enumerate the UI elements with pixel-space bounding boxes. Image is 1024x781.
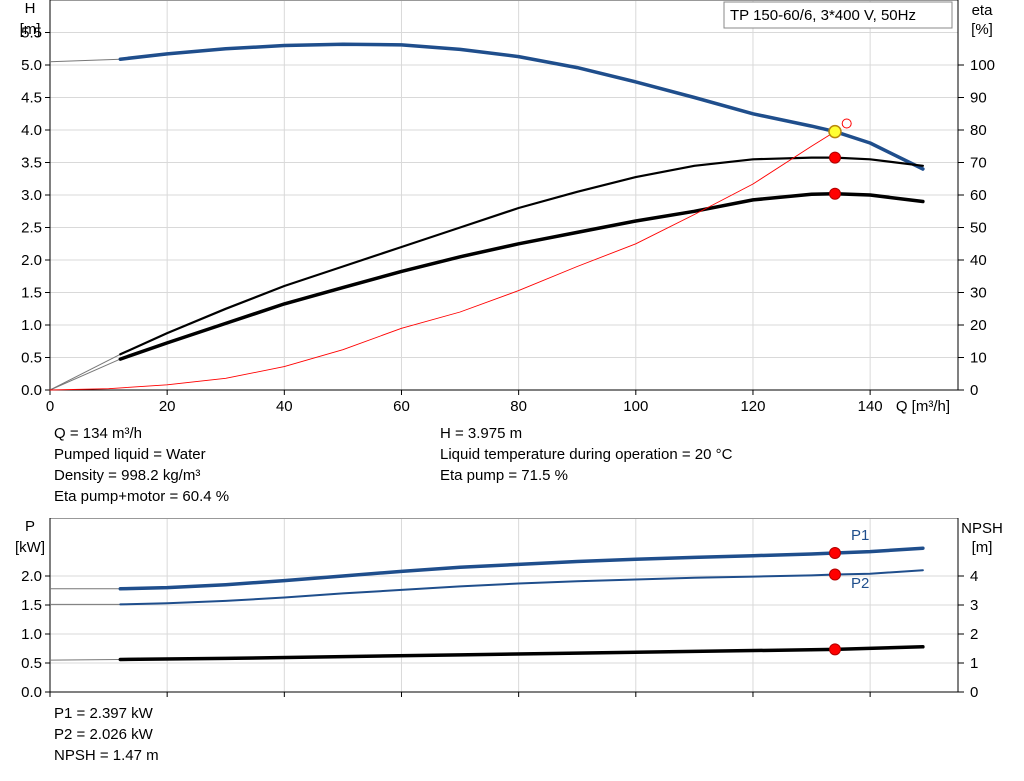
H-curve [118, 42, 925, 171]
info-right-block: H = 3.975 m Liquid temperature during op… [440, 423, 732, 486]
NPSH-curve-extension [49, 659, 121, 661]
x-axis-label: Q [m³/h] [896, 398, 950, 415]
y2-tick-label: 10 [970, 350, 987, 367]
operating-point-marker [828, 546, 841, 559]
x-tick-label: 40 [276, 398, 293, 415]
y-tick-label: 0.5 [21, 350, 42, 367]
operating-point-marker [828, 187, 841, 200]
eta-total-readout: Eta pump+motor = 60.4 % [54, 488, 230, 505]
y2-tick-label: 40 [970, 252, 987, 269]
y2-tick-label: 90 [970, 90, 987, 107]
y-tick-label: 2.5 [21, 220, 42, 237]
y2-tick-label: 0 [970, 684, 978, 701]
eta_pump-curve [119, 156, 924, 356]
y-tick-label: 1.5 [21, 285, 42, 302]
y-tick-label: 0.0 [21, 382, 42, 399]
x-tick-label: 140 [858, 398, 883, 415]
x-tick-label: 60 [393, 398, 410, 415]
y-tick-label: 1.0 [21, 626, 42, 643]
y2-axis-unit: [%] [971, 21, 993, 38]
operating-point-marker [828, 151, 841, 164]
info-left-block: Q = 134 m³/h Pumped liquid = Water Densi… [54, 423, 229, 507]
x-tick-label: 100 [623, 398, 648, 415]
y2-tick-label: 4 [970, 568, 978, 585]
eta_total-curve [118, 191, 925, 361]
y2-tick-label: 3 [970, 597, 978, 614]
info-power-block: P1 = 2.397 kW P2 = 2.026 kW NPSH = 1.47 … [54, 703, 159, 766]
chart-title: TP 150-60/6, 3*400 V, 50Hz [730, 7, 916, 24]
y2-tick-label: 100 [970, 57, 995, 74]
NPSH-curve [118, 645, 925, 662]
eta_pump-curve-extension [49, 353, 121, 391]
p1-curve-label: P1 [851, 527, 869, 544]
pumped-liquid-readout: Pumped liquid = Water [54, 446, 206, 463]
y2-tick-label: 80 [970, 122, 987, 139]
eta_total-curve-extension [49, 358, 121, 391]
y2-tick-label: 60 [970, 187, 987, 204]
y2-tick-label: 30 [970, 285, 987, 302]
y2-tick-label: 1 [970, 655, 978, 672]
y-tick-label: 1.5 [21, 597, 42, 614]
y2-axis-label: NPSH [961, 520, 1003, 537]
p2-curve-label: P2 [851, 575, 869, 592]
x-tick-label: 20 [159, 398, 176, 415]
y2-tick-label: 50 [970, 220, 987, 237]
density-readout: Density = 998.2 kg/m³ [54, 467, 201, 484]
y-tick-label: 2.0 [21, 568, 42, 585]
P2-curve [119, 569, 924, 606]
eta-pump-readout: Eta pump = 71.5 % [440, 467, 568, 484]
y-tick-label: 4.5 [21, 90, 42, 107]
y-tick-label: 0.5 [21, 655, 42, 672]
y2-tick-label: 2 [970, 626, 978, 643]
duty-point-marker [828, 124, 842, 139]
y-tick-label: 2.0 [21, 252, 42, 269]
flow-readout: Q = 134 m³/h [54, 425, 142, 442]
y-axis-unit: [kW] [15, 539, 45, 556]
x-tick-label: 80 [510, 398, 527, 415]
chart-title-box: TP 150-60/6, 3*400 V, 50Hz [723, 1, 953, 29]
y-tick-label: 3.5 [21, 155, 42, 172]
y-tick-label: 0.0 [21, 684, 42, 701]
head-readout: H = 3.975 m [440, 425, 523, 442]
y2-tick-label: 0 [970, 382, 978, 399]
y2-tick-label: 20 [970, 317, 987, 334]
y-tick-label: 4.0 [21, 122, 42, 139]
system-curve [49, 131, 836, 391]
p1-readout: P1 = 2.397 kW [54, 705, 153, 722]
operating-point-marker [828, 643, 841, 656]
y2-tick-label: 70 [970, 155, 987, 172]
y-axis-label: H [25, 0, 36, 17]
y-axis-unit: [m] [20, 21, 41, 38]
y-tick-label: 3.0 [21, 187, 42, 204]
y2-axis-unit: [m] [972, 539, 993, 556]
p2-readout: P2 = 2.026 kW [54, 726, 153, 743]
y-tick-label: 5.0 [21, 57, 42, 74]
x-tick-label: 120 [740, 398, 765, 415]
temperature-readout: Liquid temperature during operation = 20… [440, 446, 733, 463]
hollow-point-marker [841, 118, 852, 129]
y-tick-label: 1.0 [21, 317, 42, 334]
y-axis-label: P [25, 518, 35, 535]
x-tick-label: 0 [46, 398, 54, 415]
y2-axis-label: eta [972, 2, 994, 19]
head-efficiency-plot: 0 20 40 60 80 100 120 140 Q [m³/h]0.00.51.01.52.… [20, 0, 995, 415]
P1-curve [118, 546, 925, 591]
power-npsh-plot: 0.0 0.5 1.0 1.5 2.0 0 1 2 3 4 P [kW] NPSH [m] [15, 518, 1003, 701]
npsh-readout: NPSH = 1.47 m [54, 747, 159, 764]
y-tick-label: 5.5 [21, 25, 42, 42]
H-curve-extension [49, 58, 121, 63]
operating-point-marker [828, 568, 841, 581]
